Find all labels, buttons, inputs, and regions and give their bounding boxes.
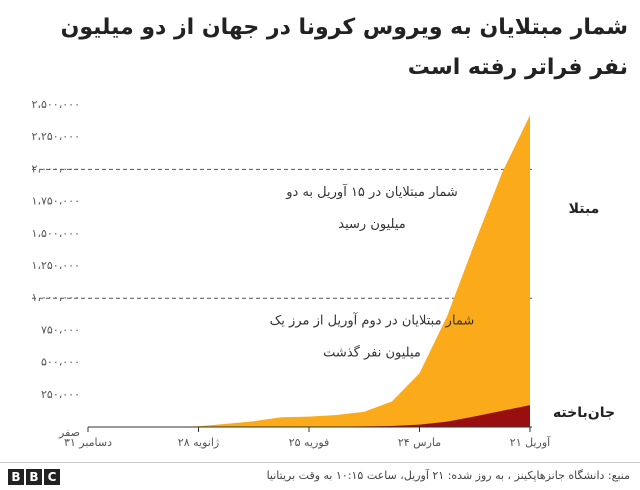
y-tick-label: ۱،۲۵۰،۰۰۰ — [32, 259, 80, 272]
y-tick-label: ۲۵۰،۰۰۰ — [41, 388, 80, 401]
area — [88, 405, 530, 427]
x-tick-label: ۳۱ دسامبر — [64, 436, 112, 449]
y-tick-label: ۱،۵۰۰،۰۰۰ — [32, 227, 80, 240]
y-tick-label: ۷۵۰،۰۰۰ — [41, 323, 80, 336]
area — [88, 115, 530, 428]
y-tick-label: ۲،۲۵۰،۰۰۰ — [32, 130, 80, 143]
annotation-text: شمار مبتلایان در ۱۵ آوریل به دو — [285, 183, 457, 200]
x-tick-label: ۲۴ مارس — [398, 436, 441, 449]
footer: B B C منبع: دانشگاه جانزهاپکینز ، به روز… — [0, 462, 640, 490]
y-tick-label: ۵۰۰،۰۰۰ — [41, 356, 80, 369]
x-tick-label: ۲۸ ژانویه — [178, 436, 219, 449]
chart: صفر۲۵۰،۰۰۰۵۰۰،۰۰۰۷۵۰،۰۰۰۱،۰۰۰،۰۰۰۱،۲۵۰،۰… — [32, 98, 616, 449]
annotation-text: میلیون نفر گذشت — [323, 345, 421, 361]
chart-title: شمار مبتلایان به ویروس کرونا در جهان از … — [60, 15, 628, 80]
x-tick-label: ۲۱ آوریل — [510, 435, 551, 449]
logo: B B C — [8, 469, 60, 485]
logo-letter: B — [8, 469, 24, 485]
legend-label: مبتلا — [569, 201, 600, 217]
annotation-text: میلیون رسید — [338, 217, 405, 232]
logo-letter: C — [44, 469, 60, 485]
annotation-text: شمار مبتلایان در دوم آوریل از مرز یک — [270, 312, 475, 329]
logo-letter: B — [26, 469, 42, 485]
source: منبع: دانشگاه جانزهاپکینز ، به روز شده: … — [266, 469, 630, 482]
x-tick-label: ۲۵ فوریه — [289, 436, 330, 449]
y-tick-label: ۲،۵۰۰،۰۰۰ — [32, 98, 80, 111]
y-tick-label: صفر — [58, 426, 80, 439]
legend-label: جان‌باخته — [553, 405, 615, 421]
y-tick-label: ۱،۷۵۰،۰۰۰ — [32, 195, 80, 208]
